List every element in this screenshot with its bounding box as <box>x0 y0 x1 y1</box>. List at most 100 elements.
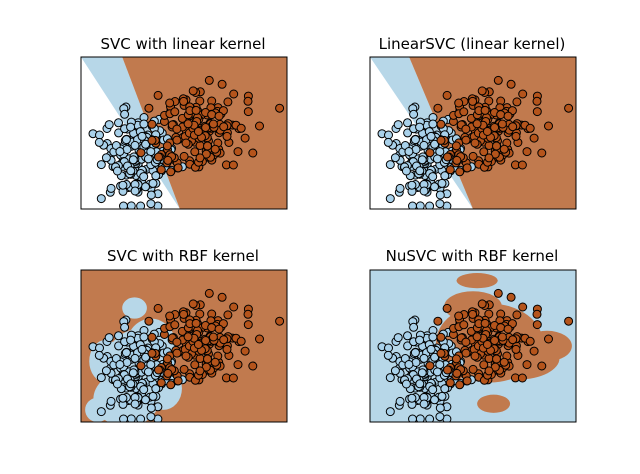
point-class-b <box>193 127 203 136</box>
point-class-a <box>141 139 151 149</box>
point-class-b <box>162 141 172 151</box>
point-class-a <box>118 393 128 403</box>
point-class-b <box>493 288 503 298</box>
point-class-a <box>403 341 413 351</box>
point-class-b <box>172 124 182 134</box>
point-class-b <box>497 332 507 342</box>
point-class-a <box>101 153 111 163</box>
point-class-b <box>147 135 157 145</box>
point-class-b <box>532 320 542 330</box>
point-class-b <box>425 361 435 371</box>
point-class-a <box>395 396 405 406</box>
point-class-b <box>179 96 189 106</box>
point-class-b <box>472 119 482 129</box>
point-class-a <box>139 385 149 395</box>
point-class-b <box>166 167 176 177</box>
point-class-b <box>214 324 224 334</box>
point-class-b <box>203 141 212 151</box>
point-class-a <box>415 379 425 389</box>
point-class-a <box>410 348 420 358</box>
point-class-b <box>275 103 285 113</box>
point-class-a <box>383 350 393 360</box>
point-class-a <box>440 384 450 394</box>
point-class-b <box>517 160 527 170</box>
point-class-b <box>183 332 193 342</box>
point-class-b <box>425 148 435 158</box>
point-class-b <box>436 135 446 145</box>
point-class-a <box>415 335 425 345</box>
point-class-b <box>433 316 443 326</box>
point-class-a <box>121 135 131 145</box>
point-class-b <box>506 292 516 302</box>
point-class-b <box>544 121 553 131</box>
point-class-b <box>436 332 446 342</box>
point-class-a <box>114 118 123 128</box>
point-class-a <box>403 118 412 128</box>
point-class-a <box>96 194 106 204</box>
point-class-a <box>130 140 140 150</box>
point-class-b <box>193 340 203 349</box>
point-class-a <box>393 120 403 130</box>
point-class-b <box>512 310 522 320</box>
point-class-b <box>451 354 461 364</box>
point-class-a <box>112 379 122 389</box>
point-class-a <box>96 160 106 170</box>
point-class-b <box>484 153 494 163</box>
point-class-b <box>165 98 175 108</box>
point-class-b <box>482 127 492 136</box>
point-class-b <box>219 335 229 345</box>
point-class-b <box>204 75 214 85</box>
point-class-b <box>532 107 542 117</box>
point-class-b <box>479 360 489 370</box>
point-class-a <box>419 140 429 150</box>
point-class-a <box>120 109 130 119</box>
point-class-a <box>106 396 116 406</box>
point-class-b <box>445 378 455 388</box>
point-class-b <box>452 155 462 165</box>
point-class-b <box>188 86 198 96</box>
point-class-b <box>223 97 233 107</box>
point-class-b <box>214 111 224 121</box>
point-class-a <box>94 350 104 360</box>
point-class-b <box>455 380 465 390</box>
point-class-b <box>461 124 471 134</box>
point-class-b <box>511 131 521 141</box>
point-class-b <box>537 361 547 371</box>
point-class-b <box>243 320 253 330</box>
point-class-b <box>208 119 218 129</box>
point-class-b <box>468 309 478 319</box>
point-class-a <box>101 366 111 376</box>
point-class-b <box>163 368 173 378</box>
point-class-a <box>435 360 445 370</box>
point-class-a <box>136 201 146 209</box>
point-class-a <box>128 368 138 378</box>
point-class-a <box>141 182 150 192</box>
point-class-a <box>146 412 156 422</box>
subplot-linearsvc <box>369 56 577 210</box>
point-class-a <box>126 166 136 176</box>
axes-frame <box>369 269 577 423</box>
point-class-b <box>499 144 509 154</box>
point-class-b <box>443 152 452 162</box>
scatter-points <box>377 288 574 422</box>
point-class-b <box>525 336 535 346</box>
point-class-b <box>195 153 205 163</box>
point-class-b <box>172 348 182 358</box>
point-class-b <box>462 376 472 386</box>
point-class-b <box>222 344 232 354</box>
point-class-b <box>445 165 455 175</box>
point-class-b <box>204 288 214 298</box>
point-class-a <box>408 414 417 422</box>
point-class-b <box>529 346 539 356</box>
subplot-title-1: SVC with linear kernel <box>101 35 266 53</box>
subplot-title-3: SVC with RBF kernel <box>107 247 259 265</box>
point-class-b <box>493 75 503 85</box>
point-class-b <box>240 346 250 356</box>
point-class-a <box>146 199 156 209</box>
point-class-a <box>139 332 149 342</box>
point-class-a <box>137 131 147 141</box>
point-class-b <box>497 119 507 129</box>
point-class-b <box>228 373 238 383</box>
point-class-b <box>179 151 189 161</box>
